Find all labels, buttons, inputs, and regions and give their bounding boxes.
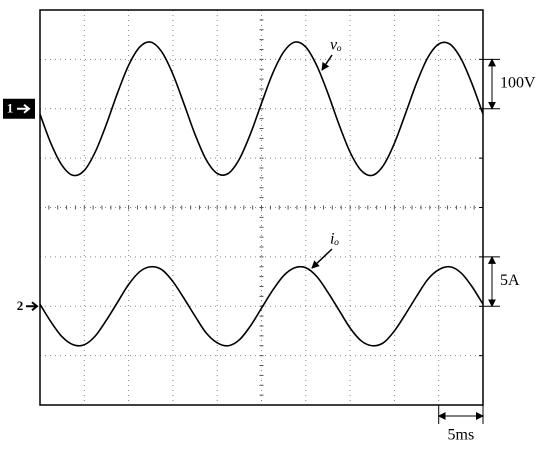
series-label: iₒ — [330, 231, 339, 248]
channel-marker: 2 — [17, 298, 24, 313]
time-scale-label: 5ms — [448, 427, 475, 444]
channel-marker: 1 — [7, 101, 14, 116]
plot-frame — [39, 9, 484, 406]
label-arrow — [311, 248, 333, 269]
channel-arrow — [17, 103, 31, 114]
scale-label: 5A — [500, 272, 520, 289]
channel-arrow — [26, 301, 39, 312]
scale-label: 100V — [500, 75, 536, 92]
series-label: vₒ — [330, 37, 342, 54]
label-arrow — [321, 54, 333, 71]
waveform — [39, 265, 484, 347]
waveform — [39, 41, 484, 177]
